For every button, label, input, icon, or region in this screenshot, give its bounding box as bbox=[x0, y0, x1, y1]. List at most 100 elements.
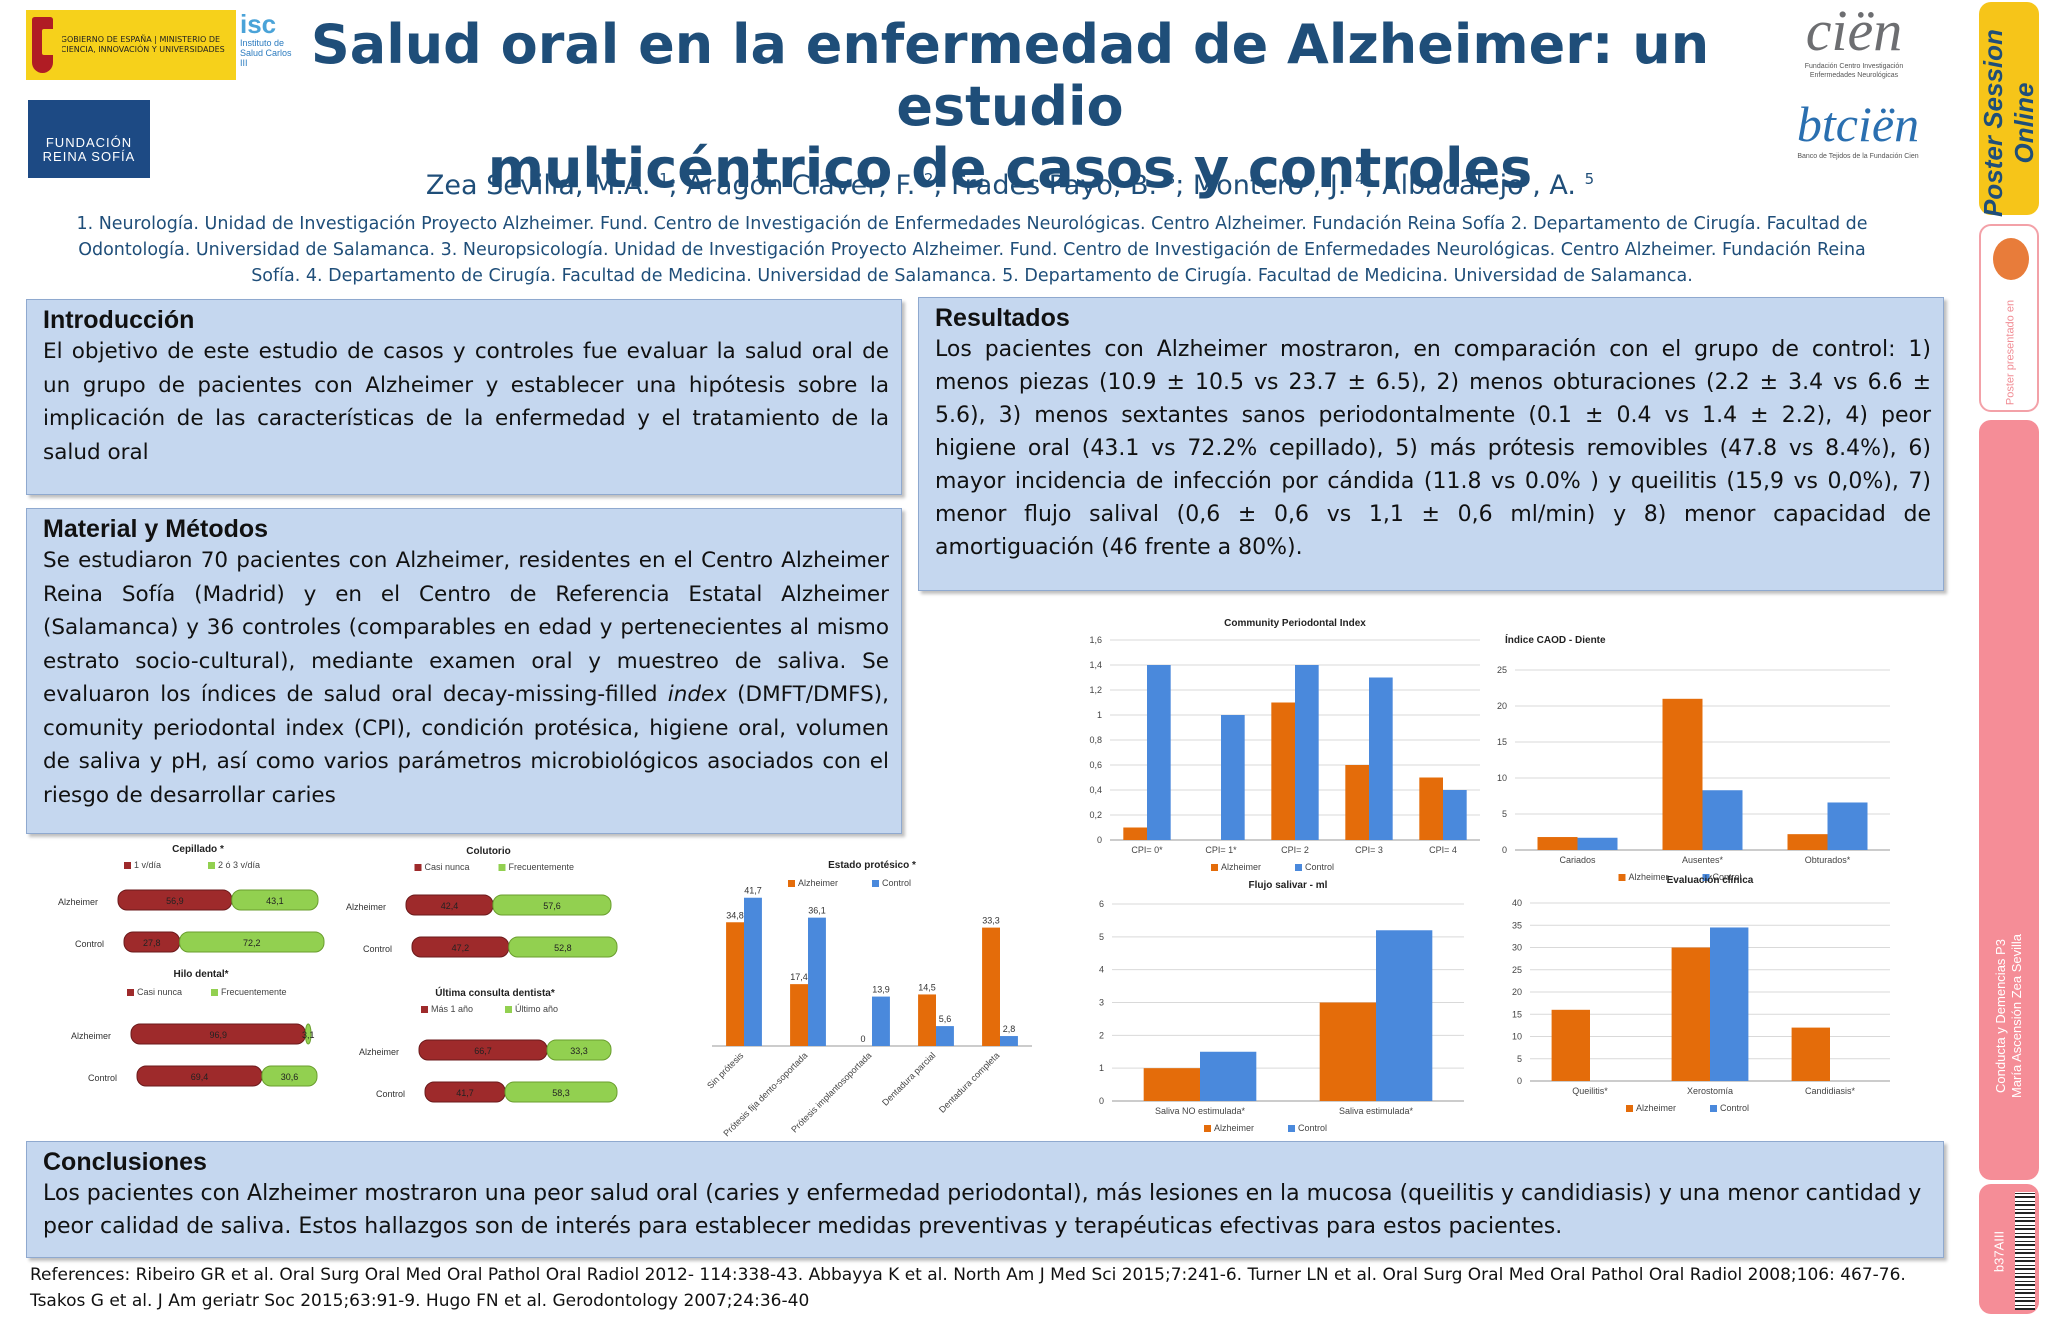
data-label: 27,8 bbox=[143, 938, 161, 948]
legend-swatch bbox=[788, 880, 795, 887]
legend-swatch bbox=[1211, 864, 1218, 871]
bar-control bbox=[1827, 802, 1868, 850]
data-label: 14,5 bbox=[918, 982, 936, 992]
legend-label: Alzheimer bbox=[798, 878, 838, 888]
legend-label: Frecuentemente bbox=[221, 987, 287, 997]
bar-control bbox=[1295, 665, 1319, 840]
data-label: 0 bbox=[861, 1034, 866, 1044]
legend-swatch bbox=[124, 862, 131, 869]
legend-label: Control bbox=[1298, 1123, 1327, 1133]
author: ; Montero , J. 4 bbox=[1175, 170, 1365, 201]
x-tick-label: Queilitis* bbox=[1572, 1086, 1608, 1096]
x-tick-label: Obturados* bbox=[1805, 855, 1851, 865]
y-tick-label: 0 bbox=[1517, 1076, 1522, 1086]
bar-control bbox=[1221, 715, 1245, 840]
bar-control bbox=[936, 1026, 954, 1046]
y-tick-label: 15 bbox=[1512, 1009, 1522, 1019]
legend-label: 2 ó 3 v/día bbox=[218, 860, 260, 870]
authors-line: Zea Sevilla, M.A. 1; Aragón Claver, F. 2… bbox=[300, 162, 1720, 203]
x-tick-label: Prótesis fija dento-soportada bbox=[721, 1050, 809, 1138]
bar-alzheimer bbox=[1143, 1068, 1200, 1101]
bar-alzheimer bbox=[1271, 702, 1295, 840]
bar-alzheimer bbox=[790, 984, 808, 1046]
data-label: 30,6 bbox=[281, 1072, 299, 1082]
data-label: 3,1 bbox=[302, 1030, 315, 1040]
y-tick-label: 0,2 bbox=[1089, 810, 1102, 820]
x-tick-label: CPI= 0* bbox=[1131, 845, 1163, 855]
presented-at-badge: Poster presentado en bbox=[1979, 224, 2039, 412]
chart-cepillado: Cepillado * 1 v/día 2 ó 3 v/día Alzheimer 56… bbox=[58, 844, 325, 953]
x-tick-label: CPI= 3 bbox=[1355, 845, 1383, 855]
row-label: Control bbox=[75, 939, 104, 949]
chart-title: Flujo salivar - ml bbox=[1249, 880, 1328, 891]
y-tick-label: 20 bbox=[1512, 987, 1522, 997]
x-tick-label: Cariados bbox=[1559, 855, 1596, 865]
legend-swatch bbox=[208, 862, 215, 869]
chart-clinica: Evaluación clínica 0 5 10 15 20 25 30 35 40 Queili… bbox=[1512, 875, 1890, 1113]
x-tick-label: Prótesis implantosoportada bbox=[789, 1050, 873, 1134]
y-tick-label: 15 bbox=[1497, 737, 1507, 747]
references: References: Ribeiro GR et al. Oral Surg … bbox=[30, 1265, 1906, 1311]
segment-frecuente bbox=[508, 936, 618, 958]
introduction-heading: Introducción bbox=[43, 306, 195, 334]
y-tick-label: 0 bbox=[1502, 845, 1507, 855]
data-label: 36,1 bbox=[808, 906, 826, 916]
y-tick-label: 0,4 bbox=[1089, 785, 1102, 795]
data-label: 13,9 bbox=[872, 985, 890, 995]
bar-alzheimer bbox=[982, 927, 1000, 1046]
affiliations: 1. Neurología. Unidad de Investigación P… bbox=[76, 214, 1868, 286]
legend-label: Casi nunca bbox=[137, 987, 182, 997]
chart-hilo: Hilo dental* Casi nunca Frecuentemente Alzh… bbox=[71, 969, 318, 1087]
segment-casi-nunca bbox=[424, 1081, 506, 1103]
bar-control bbox=[1577, 837, 1618, 850]
gobierno-logo-text: GOBIERNO DE ESPAÑA | MINISTERIO DE CIENC… bbox=[60, 35, 225, 54]
bar-control bbox=[744, 897, 762, 1046]
legend-swatch bbox=[1702, 874, 1710, 881]
y-tick-label: 3 bbox=[1099, 998, 1104, 1008]
data-label: 33,3 bbox=[982, 916, 1000, 926]
poster-code: b37AIII bbox=[1991, 1230, 2007, 1273]
poster-code-badge: b37AIII bbox=[1979, 1184, 2039, 1314]
bar-control bbox=[872, 996, 890, 1046]
bar-alzheimer bbox=[726, 922, 744, 1046]
legend-swatch bbox=[211, 989, 218, 996]
legend-swatch bbox=[1710, 1105, 1717, 1112]
x-tick-label: Candidiasis* bbox=[1805, 1086, 1856, 1096]
chart-colutorio: Colutorio Casi nunca Frecuentemente Alzheim… bbox=[346, 846, 618, 958]
chart-title: Última consulta dentista* bbox=[435, 986, 555, 999]
event-info: Conducta y Demencias P3 María Ascensión Z… bbox=[1993, 933, 2024, 1099]
bar-control bbox=[1443, 790, 1467, 840]
y-tick-label: 1,6 bbox=[1089, 635, 1102, 645]
data-label: 66,7 bbox=[474, 1046, 492, 1056]
bar-control bbox=[1200, 1051, 1257, 1101]
row-label: Control bbox=[376, 1089, 405, 1099]
x-tick-label: Xerostomía bbox=[1687, 1086, 1733, 1096]
legend-swatch bbox=[1618, 874, 1626, 881]
x-tick-label: Dentadura parcial bbox=[880, 1050, 937, 1107]
x-tick-label: CPI= 1* bbox=[1205, 845, 1237, 855]
x-tick-label: CPI= 2 bbox=[1281, 845, 1309, 855]
bar-alzheimer bbox=[1671, 947, 1710, 1081]
legend-swatch bbox=[414, 864, 422, 871]
y-tick-label: 6 bbox=[1099, 899, 1104, 909]
legend-label: Control bbox=[1305, 862, 1334, 872]
row-label: Alzheimer bbox=[71, 1031, 111, 1041]
author: ; Aragón Claver, F. 2 bbox=[668, 170, 934, 201]
author: ; Albadalejo , A. 5 bbox=[1364, 170, 1595, 201]
gobierno-logo: GOBIERNO DE ESPAÑA | MINISTERIO DE CIENC… bbox=[26, 10, 236, 80]
data-label: 69,4 bbox=[191, 1072, 209, 1082]
introduction-text: El objetivo de este estudio de casos y c… bbox=[43, 339, 889, 465]
cien-logo: ciën Fundación Centro Investigación Enfe… bbox=[1784, 0, 1924, 90]
bar-alzheimer bbox=[1537, 837, 1578, 850]
legend-label: Alzheimer bbox=[1629, 872, 1669, 882]
chart-title: Colutorio bbox=[466, 846, 510, 857]
y-tick-label: 40 bbox=[1512, 898, 1522, 908]
data-label: 41,7 bbox=[456, 1088, 474, 1098]
bar-control bbox=[1376, 930, 1433, 1101]
chart-title: Community Periodontal Index bbox=[1224, 618, 1366, 629]
bar-alzheimer bbox=[1551, 1009, 1590, 1081]
cien-logo-mark: ciën bbox=[1805, 0, 1903, 63]
row-label: Alzheimer bbox=[359, 1047, 399, 1057]
bar-control bbox=[1710, 927, 1749, 1081]
event-logo-icon bbox=[1993, 238, 2029, 280]
